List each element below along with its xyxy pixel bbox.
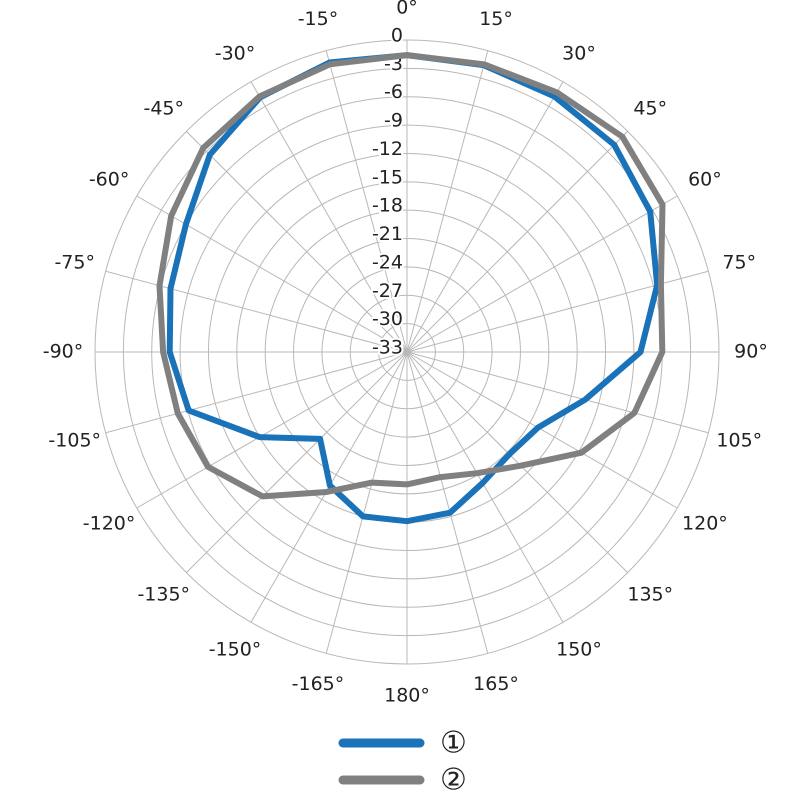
ring bbox=[179, 124, 635, 580]
legend-label: ① bbox=[440, 726, 467, 761]
theta-tick-label: -60° bbox=[89, 169, 130, 191]
ring bbox=[378, 323, 436, 381]
theta-tick-label: 90° bbox=[734, 341, 768, 363]
r-tick-label: -6 bbox=[384, 81, 403, 103]
theta-tick-label: 60° bbox=[688, 169, 722, 191]
theta-tick-label: -15° bbox=[298, 8, 339, 30]
r-tick-label: -15 bbox=[372, 166, 403, 188]
r-tick-label: -27 bbox=[372, 280, 403, 302]
spoke bbox=[136, 351, 408, 509]
spoke bbox=[406, 351, 489, 654]
theta-tick-label: 0° bbox=[396, 0, 418, 19]
series-line bbox=[156, 52, 666, 500]
spoke bbox=[105, 351, 408, 434]
spoke bbox=[406, 351, 564, 623]
spoke bbox=[406, 351, 709, 434]
r-tick-label: -33 bbox=[372, 337, 403, 359]
theta-tick-label: 45° bbox=[633, 97, 667, 119]
theta-tick-label: 135° bbox=[627, 584, 673, 606]
spoke bbox=[105, 270, 408, 353]
ring bbox=[321, 266, 493, 438]
theta-tick-label: 180° bbox=[384, 685, 430, 707]
ring bbox=[293, 238, 521, 466]
theta-tick-label: 105° bbox=[716, 430, 762, 452]
spoke bbox=[186, 131, 408, 353]
r-tick-label: -21 bbox=[372, 223, 403, 245]
theta-tick-label: 165° bbox=[473, 673, 519, 695]
spoke bbox=[406, 351, 628, 573]
ring bbox=[349, 294, 465, 410]
spoke bbox=[136, 195, 408, 353]
spoke bbox=[250, 81, 408, 353]
ring bbox=[207, 152, 607, 552]
theta-tick-label: -90° bbox=[43, 341, 84, 363]
theta-tick-label: 15° bbox=[479, 8, 513, 30]
r-tick-label: -18 bbox=[372, 195, 403, 217]
theta-tick-label: -45° bbox=[143, 97, 184, 119]
theta-tick-label: 150° bbox=[556, 638, 602, 660]
theta-tick-label: 120° bbox=[682, 513, 728, 535]
ring bbox=[122, 67, 692, 637]
theta-tick-label: -75° bbox=[54, 251, 95, 273]
r-tick-label: -24 bbox=[372, 251, 403, 273]
theta-tick-label: -105° bbox=[48, 430, 101, 452]
theta-tick-label: -30° bbox=[215, 43, 256, 65]
spoke bbox=[406, 81, 564, 353]
legend-label: ② bbox=[440, 763, 467, 798]
r-tick-label: -12 bbox=[372, 138, 403, 160]
r-tick-label: -30 bbox=[372, 308, 403, 330]
theta-tick-label: -165° bbox=[292, 673, 345, 695]
spoke bbox=[186, 351, 408, 573]
r-tick-label: -9 bbox=[384, 110, 403, 132]
spoke bbox=[406, 351, 678, 509]
spoke bbox=[406, 50, 489, 353]
theta-tick-label: -120° bbox=[83, 513, 136, 535]
spoke bbox=[325, 50, 408, 353]
spoke bbox=[325, 351, 408, 654]
theta-tick-label: -150° bbox=[209, 638, 262, 660]
spoke bbox=[406, 131, 628, 353]
theta-tick-label: 75° bbox=[722, 251, 756, 273]
ring bbox=[94, 39, 720, 665]
theta-tick-label: 30° bbox=[562, 43, 596, 65]
spoke bbox=[406, 195, 678, 353]
r-tick-label: 0 bbox=[391, 25, 403, 47]
ring bbox=[264, 209, 550, 495]
theta-tick-label: -135° bbox=[137, 584, 190, 606]
